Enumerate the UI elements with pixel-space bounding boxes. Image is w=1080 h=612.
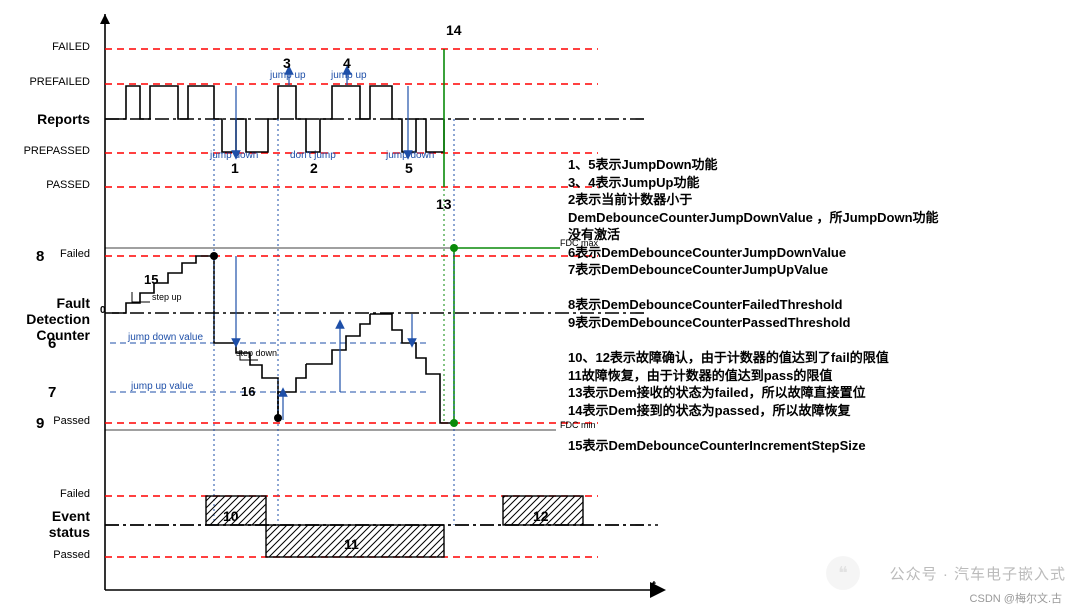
diagram-root: FAILEDPREFAILEDReportsPREPASSEDPASSEDFai… [0, 0, 1080, 612]
watermark-bottom: CSDN @梅尔文.古 [970, 590, 1062, 606]
legend-text: 1、5表示JumpDown功能3、4表示JumpUp功能2表示当前计数器小于De… [568, 156, 939, 454]
wechat-icon: ❝ [826, 556, 860, 590]
watermark-top: 公众号 · 汽车电子嵌入式 [890, 563, 1066, 584]
